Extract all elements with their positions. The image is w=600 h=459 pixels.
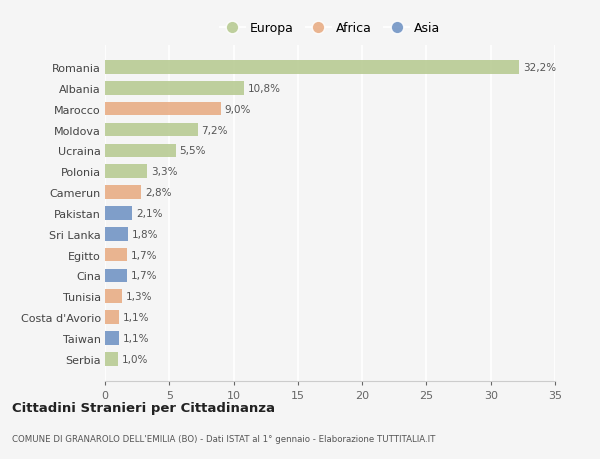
Legend: Europa, Africa, Asia: Europa, Africa, Asia (216, 19, 444, 39)
Bar (105, 352, 118, 366)
Text: 1,0%: 1,0% (122, 354, 148, 364)
Text: 1,1%: 1,1% (123, 313, 149, 322)
Bar (105, 207, 132, 220)
Bar (105, 290, 122, 303)
Bar (105, 165, 148, 179)
Bar (105, 269, 127, 283)
Bar (105, 248, 127, 262)
Text: 7,2%: 7,2% (202, 125, 228, 135)
Text: 2,8%: 2,8% (145, 188, 172, 198)
Text: 32,2%: 32,2% (523, 63, 556, 73)
Bar (105, 228, 128, 241)
Bar (105, 61, 519, 75)
Bar (105, 123, 197, 137)
Bar (105, 186, 141, 199)
Bar (105, 144, 176, 158)
Text: 2,1%: 2,1% (136, 208, 163, 218)
Text: 10,8%: 10,8% (248, 84, 281, 94)
Text: 1,7%: 1,7% (131, 271, 157, 281)
Bar (105, 103, 221, 116)
Text: 1,1%: 1,1% (123, 333, 149, 343)
Text: 3,3%: 3,3% (151, 167, 178, 177)
Text: Cittadini Stranieri per Cittadinanza: Cittadini Stranieri per Cittadinanza (12, 401, 275, 414)
Text: 1,7%: 1,7% (131, 250, 157, 260)
Text: COMUNE DI GRANAROLO DELL'EMILIA (BO) - Dati ISTAT al 1° gennaio - Elaborazione T: COMUNE DI GRANAROLO DELL'EMILIA (BO) - D… (12, 434, 436, 442)
Bar (105, 331, 119, 345)
Text: 9,0%: 9,0% (224, 105, 251, 114)
Bar (105, 82, 244, 95)
Bar (105, 311, 119, 324)
Text: 1,3%: 1,3% (125, 291, 152, 302)
Text: 5,5%: 5,5% (179, 146, 206, 156)
Text: 1,8%: 1,8% (132, 229, 158, 239)
